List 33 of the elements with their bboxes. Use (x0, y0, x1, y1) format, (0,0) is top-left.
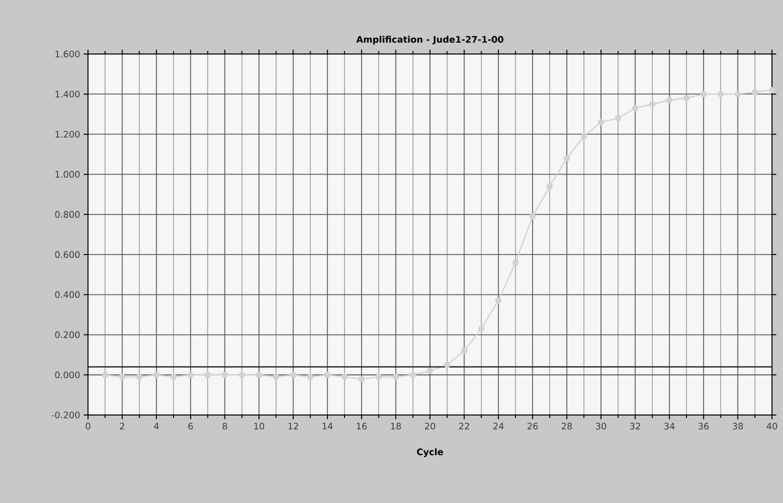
x-tick-label: 4 (154, 422, 159, 430)
x-tick-label: 16 (356, 422, 367, 430)
x-axis-title: Cycle (417, 448, 444, 458)
x-tick-label: 28 (562, 422, 572, 430)
x-tick-label: 36 (698, 422, 709, 430)
x-tick-label: 12 (288, 422, 298, 430)
x-tick-label: 0 (86, 422, 90, 430)
x-tick-label: 32 (630, 422, 640, 430)
x-tick-label: 2 (120, 422, 124, 430)
y-tick-label: 1.600 (56, 50, 80, 58)
x-tick-label: 26 (528, 422, 538, 430)
y-tick-label: 0.200 (55, 331, 80, 338)
y-tick-label: 1.400 (56, 90, 80, 98)
x-tick-label: 8 (222, 422, 228, 430)
x-tick-label: 10 (254, 422, 264, 430)
x-tick-label: 18 (391, 422, 401, 430)
x-tick-label: 20 (424, 422, 436, 430)
x-tick-label: 34 (664, 422, 675, 430)
y-tick-label: 0.600 (55, 251, 80, 258)
y-tick-label: 0.800 (55, 211, 80, 218)
x-tick-label: 14 (322, 422, 333, 430)
y-tick-label: 1.200 (56, 130, 80, 138)
x-tick-label: 30 (596, 422, 606, 430)
chart-title: Amplification - Jude1-27-1-00 (356, 36, 504, 44)
x-tick-label: 40 (766, 422, 778, 430)
x-tick-label: 6 (188, 422, 193, 430)
x-tick-label: 24 (493, 422, 504, 430)
x-tick-label: 22 (459, 422, 470, 430)
y-tick-label: 1.000 (56, 170, 80, 178)
y-tick-label: 0.000 (55, 371, 80, 378)
y-tick-label: -0.200 (52, 412, 80, 418)
x-tick-label: 38 (732, 422, 743, 430)
y-tick-label: 0.400 (55, 291, 80, 298)
